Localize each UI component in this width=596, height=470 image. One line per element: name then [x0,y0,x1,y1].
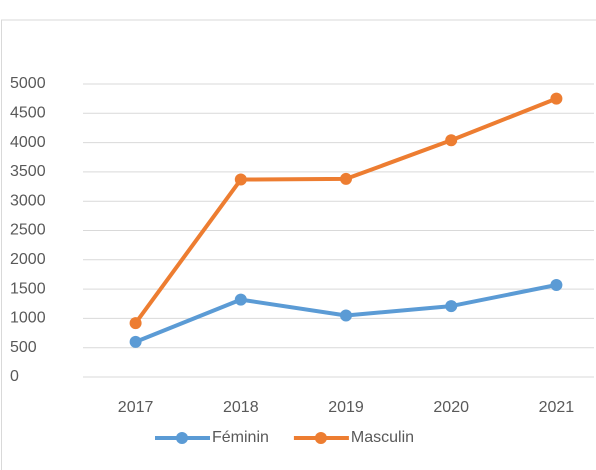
chart-border [1,19,596,470]
point-marker [445,300,458,313]
y-tick-label: 4000 [10,134,46,151]
legend-marker [314,432,327,444]
x-tick-label: 2018 [223,399,259,416]
legend-label: Masculin [351,429,414,446]
x-tick-label: 2020 [433,399,469,416]
point-marker [234,173,247,186]
y-tick-label: 1500 [10,280,46,297]
y-tick-label: 3000 [10,192,46,209]
y-tick-label: 4500 [10,105,46,122]
point-marker [340,172,352,185]
point-marker [550,278,563,291]
legend-label: Féminin [212,429,269,446]
point-marker [129,317,142,330]
y-tick-label: 3500 [10,163,46,180]
y-tick-label: 2000 [10,251,46,268]
y-tick-label: 0 [10,368,19,385]
y-tick-label: 500 [10,339,37,356]
y-tick-label: 2500 [10,222,46,239]
point-marker [129,335,142,348]
x-tick-label: 2017 [118,399,154,416]
point-marker [340,309,352,322]
point-marker [445,134,458,147]
x-tick-label: 2019 [328,399,364,416]
y-tick-label: 5000 [10,75,46,92]
point-marker [234,293,247,306]
y-tick-label: 1000 [10,310,46,327]
legend-marker [176,432,188,444]
point-marker [550,92,563,105]
x-tick-label: 2021 [539,399,575,416]
